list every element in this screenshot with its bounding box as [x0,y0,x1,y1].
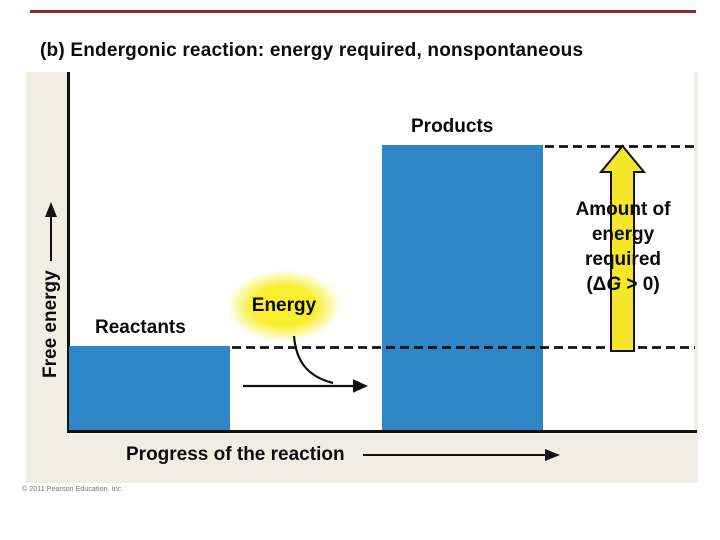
x-axis-arrow-line [362,453,545,457]
caption-line-3: required [584,249,662,270]
delta-g-symbol: G [606,274,622,295]
caption-line-4: (ΔG > 0) [586,274,660,295]
products-bar [382,145,543,430]
x-axis-label: Progress of the reaction [126,444,345,465]
reactants-label: Reactants [95,317,186,338]
y-axis-line [67,72,70,433]
y-axis-arrow-icon [45,202,57,218]
y-axis-label: Free energy [40,270,61,378]
slide-accent-rule [30,10,696,13]
energy-label: Energy [251,295,317,316]
products-label: Products [411,116,494,137]
x-axis-line [67,430,697,433]
y-axis-label-group: Free energy [39,188,63,378]
copyright-text: © 2011 Pearson Education, Inc. [22,486,124,493]
figure-title: (b) Endergonic reaction: energy required… [40,40,584,61]
energy-burst: Energy [224,268,344,344]
caption-line-2: energy [591,224,655,245]
reactants-bar [69,346,230,430]
y-axis-arrow-line [49,217,53,262]
x-axis-arrow-icon [544,449,560,461]
x-axis-label-group: Progress of the reaction [126,442,560,468]
caption-line-1: Amount of [575,199,671,220]
energy-required-caption: Amount of energy required (ΔG > 0) [576,197,671,297]
